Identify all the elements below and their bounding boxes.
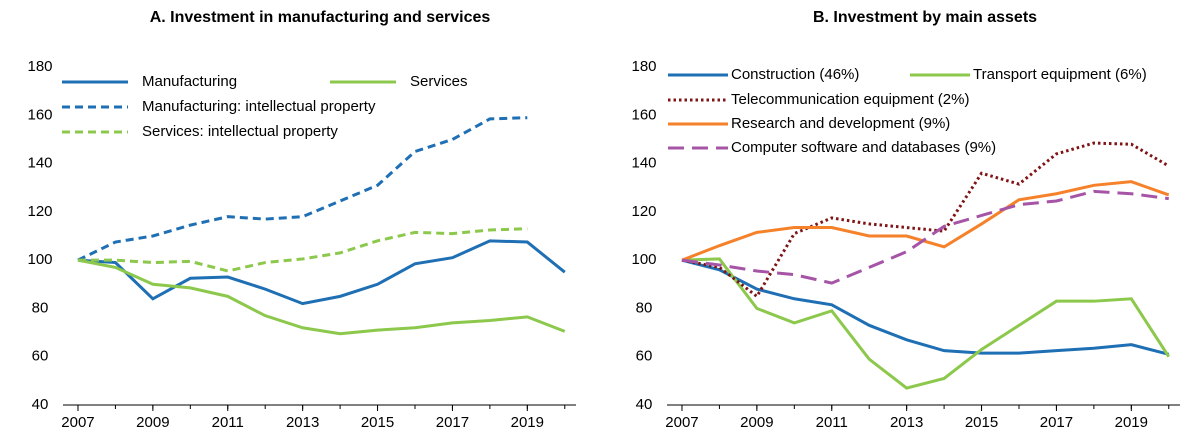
legend-label: Manufacturing bbox=[142, 73, 237, 90]
x-tick-label: 2011 bbox=[212, 414, 244, 431]
x-tick-label: 2019 bbox=[1115, 414, 1148, 431]
series-line bbox=[681, 257, 1171, 390]
y-tick-label: 180 bbox=[631, 58, 656, 75]
x-tick-label: 2019 bbox=[511, 414, 544, 431]
x-tick-label: 2007 bbox=[665, 414, 698, 431]
series-line bbox=[681, 189, 1169, 285]
series-line bbox=[77, 258, 566, 336]
y-tick-label: 80 bbox=[636, 299, 653, 316]
y-tick-label: 60 bbox=[32, 348, 49, 365]
x-tick-label: 2015 bbox=[361, 414, 394, 431]
series-line bbox=[77, 116, 528, 262]
series-line bbox=[681, 258, 1170, 356]
y-tick-label: 120 bbox=[27, 203, 52, 220]
series-line bbox=[77, 239, 566, 306]
x-tick-label: 2013 bbox=[286, 414, 319, 431]
chart-title: B. Investment by main assets bbox=[813, 9, 1037, 26]
y-tick-label: 100 bbox=[631, 251, 656, 268]
series-line bbox=[77, 227, 528, 273]
x-tick-label: 2009 bbox=[136, 414, 169, 431]
x-tick-label: 2013 bbox=[890, 414, 923, 431]
legend-label: Manufacturing: intellectual property bbox=[142, 98, 376, 115]
legend-label: Telecommunication equipment (2%) bbox=[731, 91, 969, 108]
y-tick-label: 140 bbox=[631, 155, 656, 172]
y-tick-label: 120 bbox=[631, 203, 656, 220]
y-tick-label: 40 bbox=[32, 396, 49, 413]
x-tick-label: 2017 bbox=[436, 414, 469, 431]
x-tick-label: 2017 bbox=[1040, 414, 1073, 431]
x-tick-label: 2011 bbox=[816, 414, 848, 431]
chart-title: A. Investment in manufacturing and servi… bbox=[150, 9, 491, 26]
y-tick-label: 100 bbox=[27, 251, 52, 268]
y-tick-label: 60 bbox=[636, 348, 653, 365]
y-tick-label: 40 bbox=[636, 396, 653, 413]
x-tick-label: 2015 bbox=[965, 414, 998, 431]
y-tick-label: 140 bbox=[27, 155, 52, 172]
series-line bbox=[681, 180, 1170, 262]
y-tick-label: 80 bbox=[32, 299, 49, 316]
y-tick-label: 160 bbox=[631, 106, 656, 123]
series-line bbox=[681, 141, 1170, 299]
legend-label: Computer software and databases (9%) bbox=[731, 139, 996, 156]
x-tick-label: 2007 bbox=[61, 414, 94, 431]
legend-label: Transport equipment (6%) bbox=[973, 66, 1147, 83]
legend-label: Construction (46%) bbox=[731, 66, 859, 83]
x-tick-label: 2009 bbox=[740, 414, 773, 431]
legend-label: Services bbox=[410, 73, 468, 90]
y-tick-label: 160 bbox=[27, 106, 52, 123]
y-tick-label: 180 bbox=[27, 58, 52, 75]
legend-label: Services: intellectual property bbox=[142, 123, 338, 140]
legend-label: Research and development (9%) bbox=[731, 115, 950, 132]
